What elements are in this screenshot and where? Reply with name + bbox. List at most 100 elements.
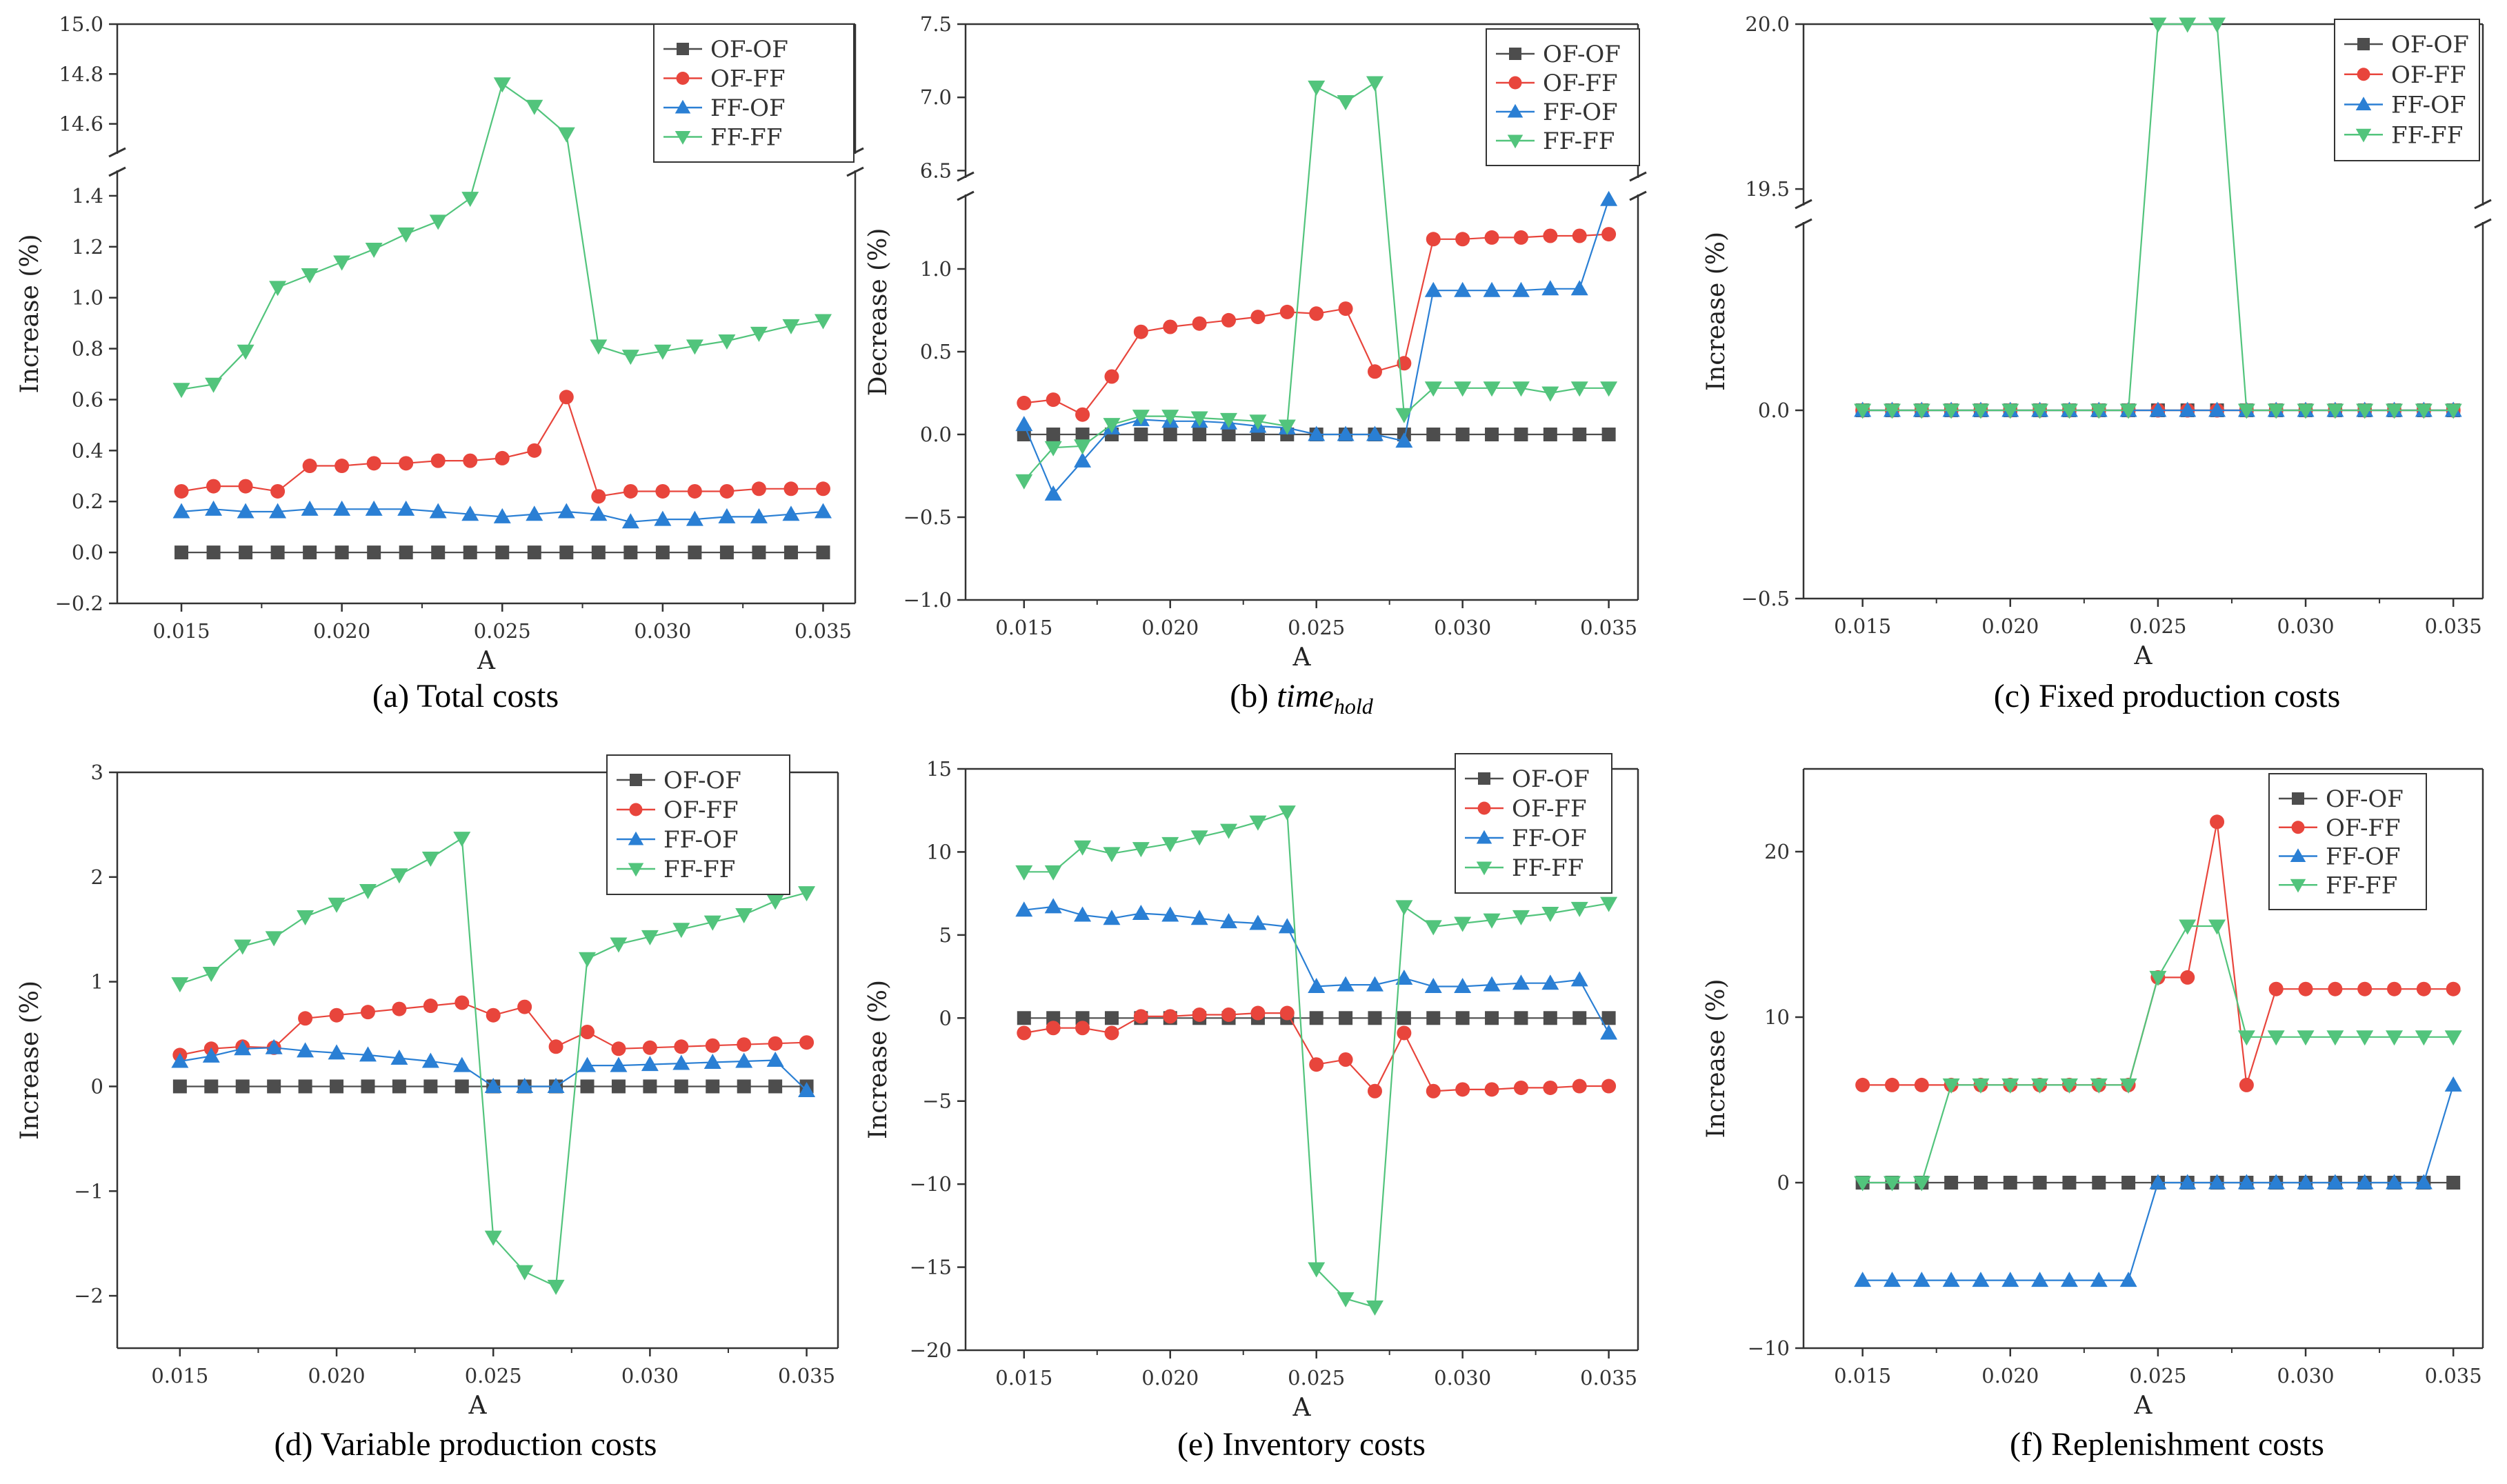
y-tick-label-a-1: 14.8 <box>59 62 103 86</box>
data-point-d-1-7 <box>392 1001 407 1016</box>
y-tick-label-a-2: 0.2 <box>72 490 103 513</box>
data-point-b-3-10 <box>1308 80 1326 96</box>
data-point-c-3-20 <box>2444 403 2462 419</box>
data-point-f-0-3 <box>1944 1176 1959 1190</box>
data-point-e-3-17 <box>1512 910 1530 925</box>
y-tick-label-e-0: −20 <box>910 1338 952 1362</box>
data-point-a-2-19 <box>782 505 800 521</box>
data-point-e-1-8 <box>1250 1005 1266 1021</box>
data-point-d-0-0 <box>172 1079 187 1094</box>
data-point-a-2-16 <box>686 510 703 526</box>
y-tick-label-b-2: 0.0 <box>920 423 952 446</box>
caption-main-f: Replenishment costs <box>2051 1426 2324 1463</box>
data-point-d-3-2 <box>234 939 252 955</box>
data-point-d-3-10 <box>484 1230 502 1246</box>
data-point-a-0-13 <box>591 545 606 560</box>
data-point-b-2-12 <box>1366 425 1384 441</box>
data-point-e-0-15 <box>1455 1011 1470 1025</box>
y-tick-label-f-3: 20 <box>1764 840 1790 863</box>
data-point-e-1-6 <box>1192 1007 1207 1022</box>
data-point-e-0-11 <box>1339 1011 1353 1025</box>
legend-marker-e-3 <box>1476 861 1492 876</box>
legend-marker-d-2 <box>628 831 644 845</box>
data-point-d-1-15 <box>642 1040 657 1055</box>
data-point-e-3-10 <box>1308 1262 1326 1278</box>
data-point-e-2-10 <box>1308 978 1326 994</box>
y-tick-label-a-2: 15.0 <box>59 12 103 36</box>
legend-label-c-1: OF-FF <box>2391 61 2466 89</box>
x-axis-title-a: A <box>477 647 496 675</box>
data-point-d-0-8 <box>423 1079 438 1094</box>
data-point-f-3-2 <box>1912 1176 1930 1192</box>
data-point-b-3-14 <box>1424 381 1442 397</box>
legend-label-d-3: FF-FF <box>663 856 735 883</box>
data-point-e-0-2 <box>1075 1011 1090 1025</box>
data-point-a-3-13 <box>590 339 608 355</box>
data-point-f-0-6 <box>2032 1176 2047 1190</box>
legend-label-c-0: OF-OF <box>2391 31 2469 59</box>
data-point-a-3-5 <box>333 255 351 271</box>
x-tick-label-b-1: 0.020 <box>1141 616 1199 639</box>
data-point-b-0-1 <box>1046 428 1061 441</box>
axis-break-slash-b-0-b <box>957 190 975 201</box>
data-point-f-3-20 <box>2444 1030 2462 1046</box>
data-point-d-3-14 <box>610 937 628 953</box>
data-point-a-3-6 <box>365 243 383 259</box>
data-point-a-0-14 <box>623 545 638 560</box>
data-point-b-0-14 <box>1426 428 1441 441</box>
data-point-f-0-5 <box>2003 1176 2017 1190</box>
data-point-b-2-16 <box>1483 281 1501 297</box>
data-point-f-3-16 <box>2326 1030 2344 1046</box>
y-tick-label-a-1: 0.0 <box>72 541 103 564</box>
data-point-a-0-16 <box>688 545 702 560</box>
y-tick-label-c-1: 0.0 <box>1758 399 1790 422</box>
data-point-d-1-11 <box>517 999 532 1014</box>
data-point-e-1-11 <box>1338 1052 1353 1067</box>
legend-label-d-2: FF-OF <box>663 826 739 854</box>
chart-panel-e: 0.015 0.020 0.025 0.030 0.035 −20 −15 −10 −5 0 5 10… <box>864 753 1639 1463</box>
data-point-d-0-4 <box>298 1079 312 1094</box>
data-point-b-3-2 <box>1074 439 1092 455</box>
axis-break-slash-a-1-b <box>846 166 864 177</box>
data-point-e-3-15 <box>1454 916 1472 932</box>
data-point-b-3-16 <box>1483 381 1501 397</box>
y-tick-label-a-0: −0.2 <box>55 592 103 615</box>
caption-main-d: Variable production costs <box>321 1426 657 1463</box>
data-point-d-3-12 <box>547 1279 565 1295</box>
caption-main-b: time <box>1277 678 1334 714</box>
data-point-e-3-0 <box>1015 865 1033 881</box>
data-point-f-2-9 <box>2119 1272 2137 1287</box>
x-tick-label-f-2: 0.025 <box>2129 1364 2186 1387</box>
data-point-f-2-20 <box>2444 1076 2462 1092</box>
y-tick-label-f-0: −10 <box>1748 1336 1790 1360</box>
x-axis-title-c: A <box>2134 642 2153 670</box>
data-point-e-1-9 <box>1279 1005 1295 1021</box>
data-point-b-1-5 <box>1163 319 1178 334</box>
legend-label-e-2: FF-OF <box>1512 825 1587 852</box>
data-point-e-3-20 <box>1600 896 1618 912</box>
data-point-b-0-2 <box>1075 428 1090 441</box>
data-point-b-3-18 <box>1541 386 1559 402</box>
series-e-of-ff <box>1017 1005 1617 1099</box>
data-point-f-3-7 <box>2060 1078 2078 1094</box>
data-point-a-3-3 <box>269 281 287 297</box>
data-point-f-2-10 <box>2149 1174 2167 1190</box>
legend-marker-e-1 <box>1477 801 1491 815</box>
data-point-b-3-8 <box>1249 414 1267 430</box>
data-point-a-1-15 <box>655 483 670 499</box>
data-point-b-3-15 <box>1454 381 1472 397</box>
caption-a: (a) Total costs <box>372 678 559 714</box>
data-point-b-1-9 <box>1279 304 1295 319</box>
data-point-f-2-4 <box>1972 1272 1990 1287</box>
caption-prefix-c: (c) <box>1994 678 2039 714</box>
data-point-b-3-11 <box>1337 95 1355 111</box>
data-point-d-3-19 <box>766 894 784 910</box>
data-point-b-1-11 <box>1338 301 1353 317</box>
chart-panel-c: 0.015 0.020 0.025 0.030 0.035 −0.5 0.0 19.5 20.0… <box>1702 12 2492 714</box>
data-point-c-3-15 <box>2297 403 2315 419</box>
data-point-e-2-5 <box>1161 906 1179 922</box>
y-tick-label-b-1: −0.5 <box>903 505 952 529</box>
data-point-f-3-0 <box>1854 1176 1872 1192</box>
x-tick-label-a-1: 0.020 <box>313 619 370 643</box>
data-point-a-2-3 <box>269 503 287 519</box>
